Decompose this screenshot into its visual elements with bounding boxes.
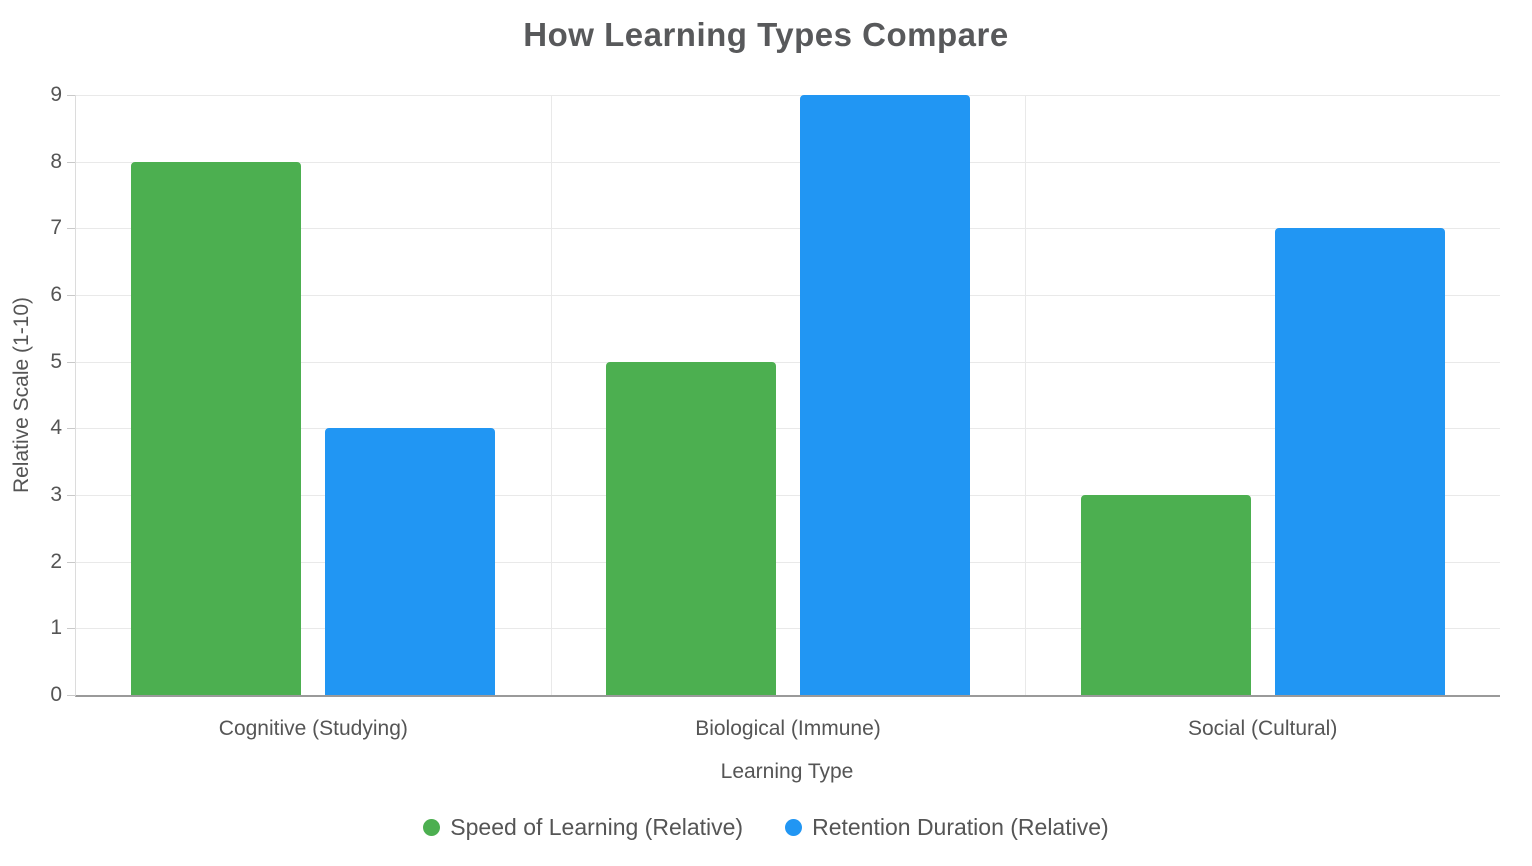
y-tick-mark — [67, 228, 75, 230]
bar — [131, 161, 302, 695]
chart-legend: Speed of Learning (Relative) Retention Du… — [0, 814, 1532, 841]
gridline-x-boundary — [1025, 95, 1027, 695]
legend-dot-icon — [785, 819, 803, 836]
y-tick-label: 9 — [50, 83, 62, 106]
gridline-y-4 — [76, 428, 1500, 430]
y-tick-label: 1 — [50, 616, 62, 640]
y-tick-mark — [67, 361, 75, 363]
gridline-y-3 — [76, 495, 1500, 496]
y-tick-mark — [67, 95, 75, 96]
y-tick-mark — [67, 628, 75, 630]
bar — [1274, 228, 1445, 695]
x-category-label: Social (Cultural) — [1187, 717, 1338, 740]
y-tick-label: 6 — [50, 283, 62, 306]
legend-item[interactable]: Retention Duration (Relative) — [785, 814, 1109, 841]
gridline-x-boundary — [550, 95, 552, 695]
legend-dot-icon — [423, 819, 441, 836]
legend-item[interactable]: Speed of Learning (Relative) — [423, 814, 743, 841]
y-tick-label: 3 — [50, 483, 62, 506]
y-tick-mark — [67, 295, 75, 296]
bar — [325, 428, 496, 695]
x-category-label: Biological (Immune) — [695, 717, 881, 740]
x-category-label: Cognitive (Studying) — [218, 717, 408, 740]
y-tick-label: 4 — [50, 416, 62, 440]
gridline-y-5 — [76, 361, 1500, 363]
bar-group-1 — [551, 95, 1026, 695]
bar-group-2 — [1025, 95, 1500, 695]
bar — [1080, 495, 1251, 695]
y-tick-mark — [67, 161, 75, 163]
x-axis-title: Learning Type — [720, 760, 854, 783]
gridline-y-2 — [76, 561, 1500, 563]
y-tick-mark — [67, 695, 75, 696]
y-tick-mark — [67, 428, 75, 430]
legend-label: Speed of Learning (Relative) — [450, 814, 744, 840]
y-axis-title: Relative Scale (1-10) — [10, 296, 33, 494]
plot-area: 0 1 2 3 4 5 6 7 8 9 Cognitive (Studying) Biological… — [50, 83, 1500, 740]
bar — [799, 95, 970, 695]
gridline-y-6 — [76, 295, 1500, 296]
chart-title: How Learning Types Compare — [523, 16, 1009, 53]
bar — [605, 361, 776, 695]
legend-label: Retention Duration (Relative) — [812, 814, 1109, 840]
y-tick-label: 0 — [50, 683, 62, 706]
bar-group-0 — [76, 95, 551, 695]
gridline-y-8 — [76, 161, 1500, 163]
y-tick-label: 8 — [50, 149, 62, 173]
gridline-y-1 — [76, 628, 1500, 630]
y-tick-label: 2 — [50, 549, 62, 573]
y-tick-mark — [67, 495, 75, 496]
gridline-y-9 — [76, 95, 1500, 96]
y-tick-mark — [67, 561, 75, 563]
y-tick-label: 5 — [50, 349, 62, 373]
gridline-y-7 — [76, 228, 1500, 230]
y-tick-label: 7 — [50, 216, 62, 240]
